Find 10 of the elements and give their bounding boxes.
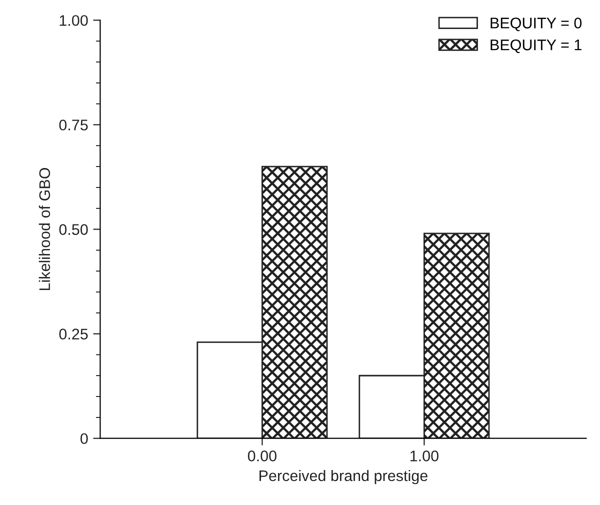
x-tick-label: 0.00 — [248, 450, 276, 462]
y-axis-title: Likelihood of GBO — [38, 168, 50, 290]
y-tick-label: 0.25 — [59, 328, 88, 340]
y-tick-label: 1.00 — [60, 15, 88, 26]
legend-label: BEQUITY = 0 — [490, 18, 582, 32]
y-tick-label: 0 — [80, 433, 88, 444]
y-tick-label: 0.50 — [59, 224, 88, 235]
y-tick-label: 0.75 — [59, 120, 88, 130]
legend-label: BEQUITY = 1 — [490, 40, 582, 54]
x-axis-title: Perceived brand prestige — [260, 470, 428, 484]
